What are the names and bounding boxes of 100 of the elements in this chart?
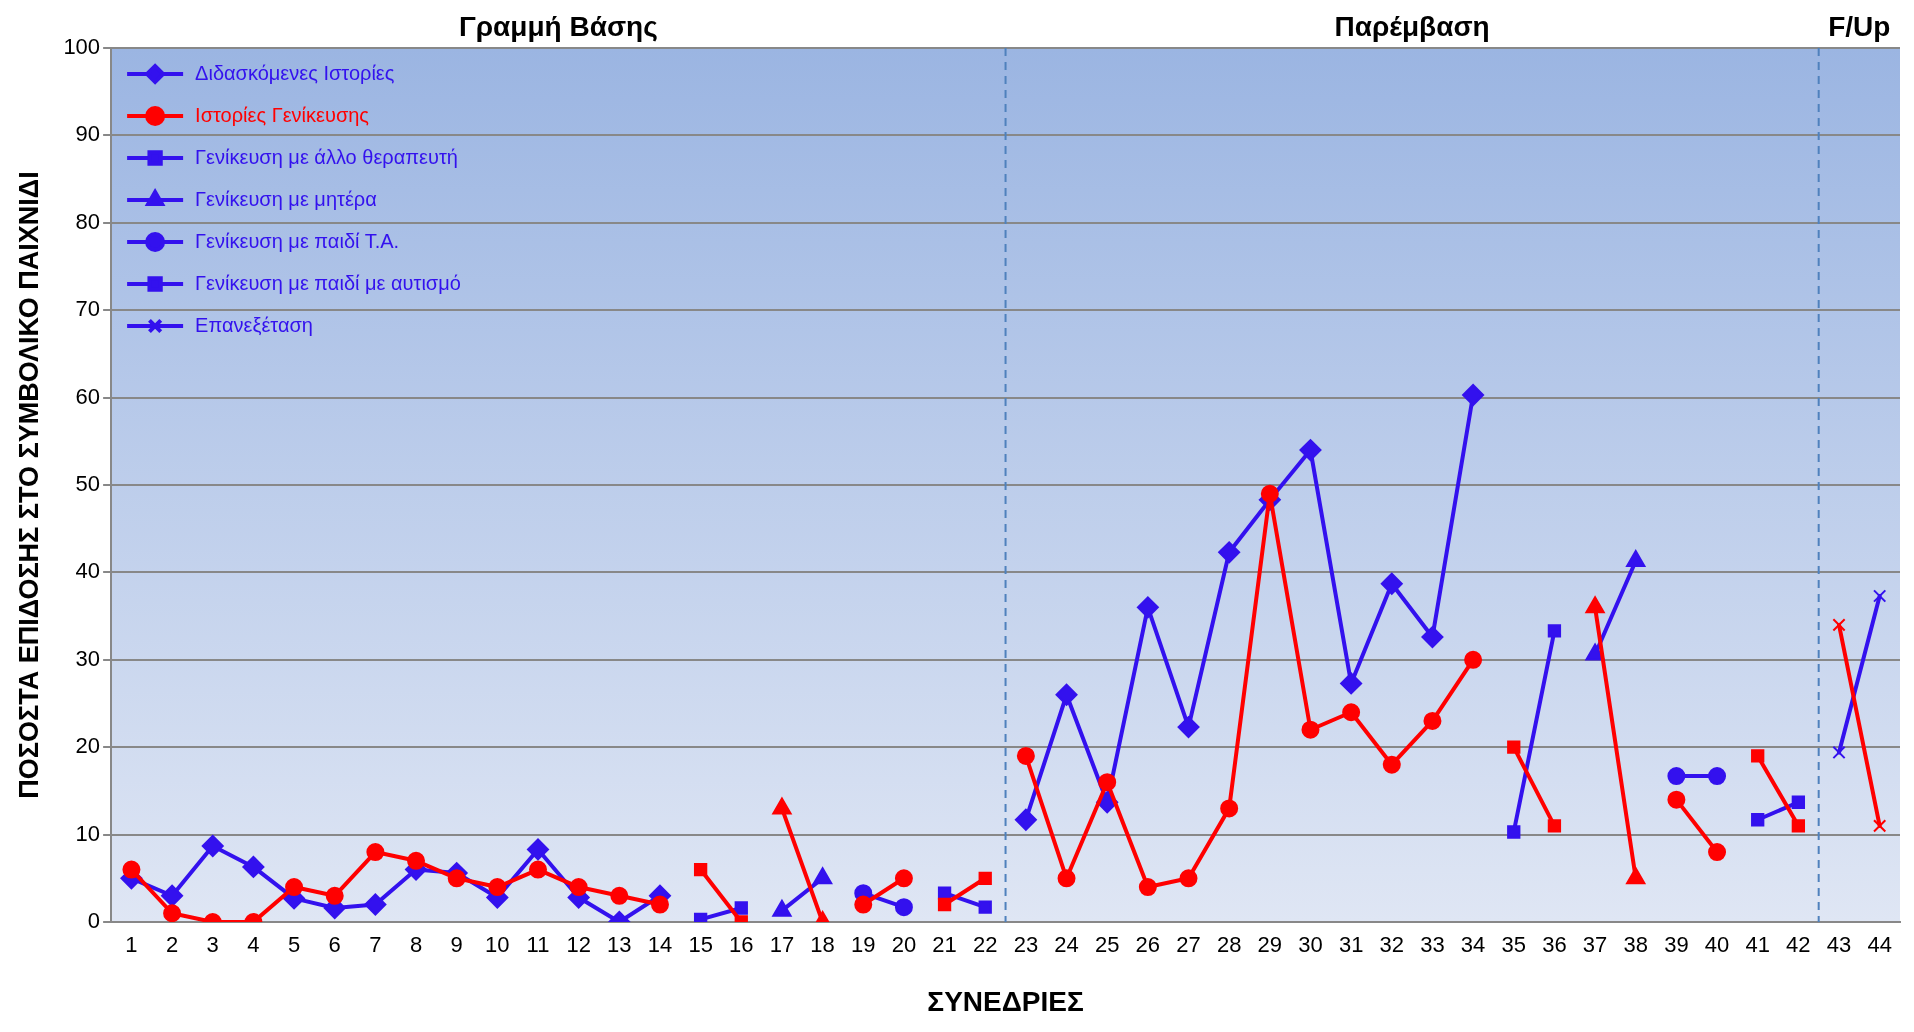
x-tick-label: 16 [729, 932, 754, 958]
x-tick-label: 7 [369, 932, 382, 958]
x-tick-label: 13 [607, 932, 632, 958]
y-tick-label: 30 [75, 645, 101, 671]
point [650, 895, 669, 914]
point [1547, 624, 1562, 638]
x-tick-label: 4 [247, 932, 260, 958]
y-tick-label: 70 [75, 296, 101, 322]
y-tick-label: 50 [75, 471, 101, 497]
x-tick-label: 33 [1420, 932, 1445, 958]
point [1342, 703, 1361, 722]
x-tick-label: 12 [566, 932, 591, 958]
x-tick-label: 26 [1135, 932, 1161, 958]
point [1423, 711, 1442, 730]
point [1016, 746, 1035, 765]
x-tick-label: 36 [1542, 932, 1567, 958]
x-tick-label: 39 [1664, 932, 1689, 958]
point [978, 900, 992, 914]
point [693, 862, 708, 877]
point [734, 901, 748, 915]
x-tick-label: 22 [972, 932, 998, 958]
x-tick-label: 19 [851, 932, 876, 958]
y-tick-label: 0 [87, 908, 101, 934]
point [1507, 825, 1521, 839]
legend-label: Ιστορίες Γενίκευσης [195, 103, 370, 126]
point [161, 884, 184, 907]
point [1667, 767, 1686, 786]
point [610, 886, 629, 905]
point [1340, 672, 1363, 695]
point [1299, 439, 1322, 462]
point [1014, 808, 1037, 831]
x-tick-label: 10 [485, 932, 510, 958]
point [1708, 767, 1727, 786]
x-tick-label: 1 [125, 932, 138, 958]
point [1136, 596, 1159, 619]
x-tick-label: 41 [1745, 932, 1770, 958]
x-tick-label: 20 [891, 932, 917, 958]
text: Γραμμή Βάσης [458, 10, 658, 42]
point [1626, 550, 1646, 568]
x-tick-label: 8 [409, 932, 423, 958]
x-tick-label: 21 [932, 932, 957, 958]
x-tick-label: 38 [1623, 932, 1648, 958]
point [1055, 683, 1078, 706]
x-tick-label: 28 [1216, 932, 1242, 958]
point [1791, 819, 1806, 833]
point [894, 898, 913, 917]
x-tick-label: 44 [1867, 932, 1892, 958]
y-axis-title: ΠΟΣΟΣΤΑ ΕΠΙΔΟΣΗΣ ΣΤΟ ΣΥΜΒΟΛΙΚΟ ΠΑΙΧΝΙΔΙ [13, 171, 44, 799]
point [1179, 869, 1198, 888]
point [1301, 720, 1320, 739]
x-tick-label: 27 [1176, 932, 1201, 958]
y-tick-label: 10 [75, 820, 101, 846]
point [894, 869, 913, 888]
point [366, 843, 385, 862]
legend-label: Επανεξέταση [195, 313, 313, 336]
point [1464, 650, 1483, 669]
x-tick-label: 37 [1582, 932, 1608, 958]
x-tick-label: 18 [810, 932, 835, 958]
y-tick-label: 20 [75, 733, 101, 759]
point [854, 895, 873, 914]
point [407, 851, 426, 870]
x-tick-label: 2 [165, 932, 179, 958]
x-tick-label: 3 [206, 932, 219, 958]
point [122, 860, 141, 879]
point [1220, 799, 1239, 818]
x-tick-label: 14 [647, 932, 673, 958]
x-tick-label: 30 [1298, 932, 1323, 958]
legend-label: Διδασκόμενες Ιστορίες [195, 61, 395, 84]
legend-label: Γενίκευση με παιδί με αυτισμό [195, 271, 461, 294]
point [163, 904, 182, 922]
y-tick-label: 80 [75, 208, 101, 234]
text: Παρέμβαση [1334, 10, 1490, 42]
point [1218, 541, 1241, 564]
point [569, 878, 588, 897]
x-tick-label: 29 [1257, 932, 1283, 958]
point [1667, 790, 1686, 809]
text: F/Up [1828, 10, 1891, 42]
y-tick-label: 100 [63, 34, 101, 60]
x-tick-label: 35 [1501, 932, 1526, 958]
point [1708, 843, 1727, 862]
point [1380, 572, 1403, 595]
point [1462, 383, 1485, 406]
point [937, 897, 952, 912]
y-tick-label: 40 [75, 558, 101, 584]
point [1751, 813, 1765, 827]
legend-label: Γενίκευση με παιδί Τ.Α. [195, 229, 400, 252]
x-tick-label: 5 [287, 932, 301, 958]
point [325, 886, 344, 905]
x-tick-label: 17 [769, 932, 795, 958]
point [285, 878, 304, 897]
point [529, 860, 547, 879]
x-tick-label: 42 [1786, 932, 1811, 958]
x-tick-label: 31 [1338, 932, 1364, 958]
point [1832, 745, 1846, 760]
x-tick-label: 40 [1704, 932, 1730, 958]
point [1873, 589, 1887, 603]
point [1791, 795, 1806, 809]
point [1421, 626, 1444, 649]
x-tick-label: 23 [1013, 932, 1039, 958]
point [1177, 716, 1200, 739]
